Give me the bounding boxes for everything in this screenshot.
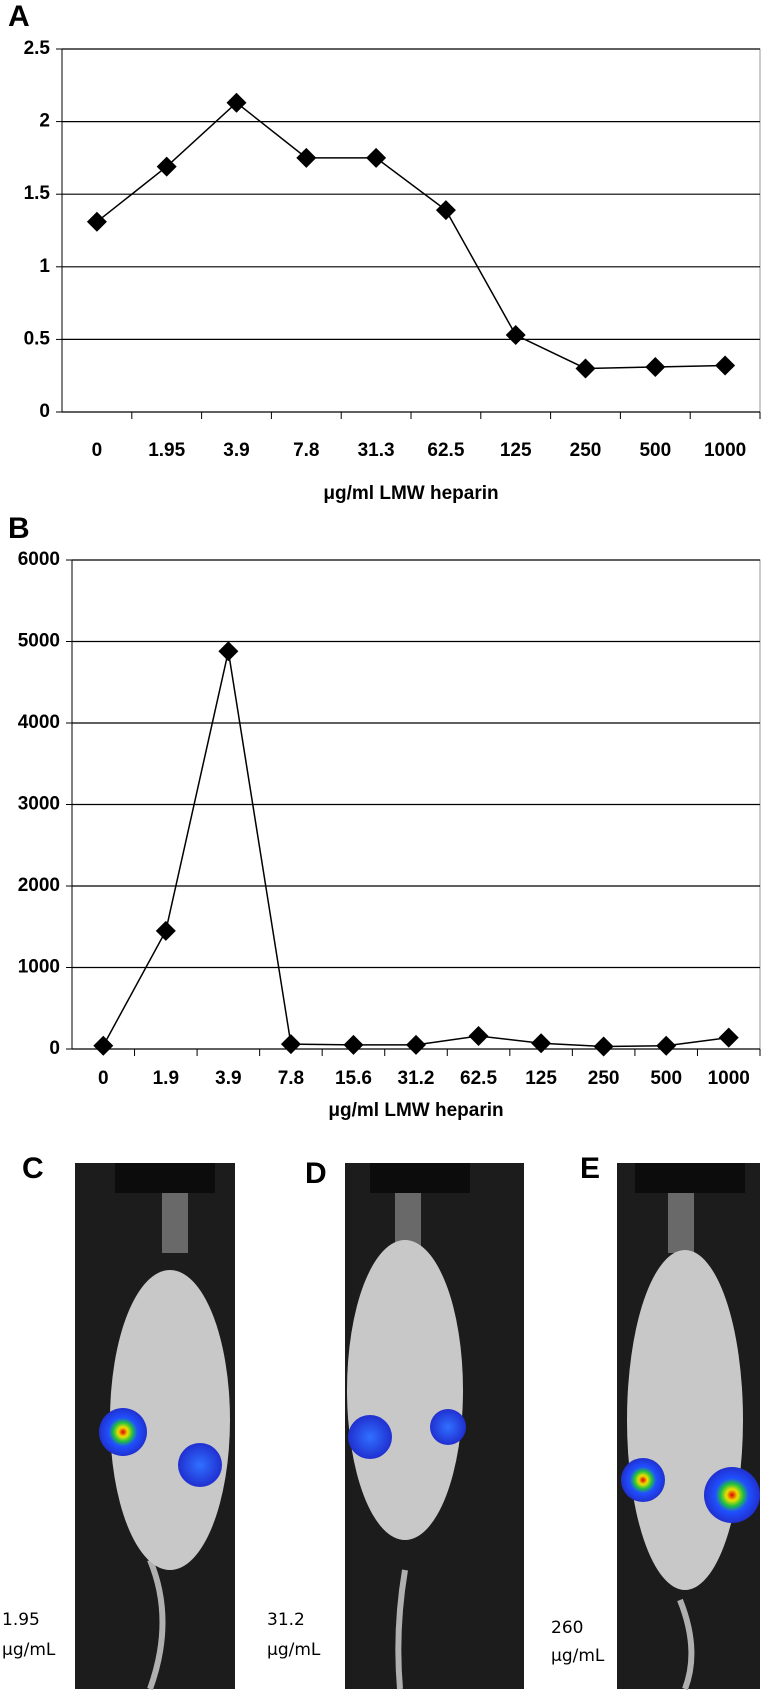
x-tick-label: 500 <box>639 440 671 461</box>
x-tick-label: 125 <box>500 440 532 461</box>
x-tick-label: 62.5 <box>460 1068 497 1089</box>
x-axis-title: μg/ml LMW heparin <box>328 1100 503 1121</box>
data-point <box>86 211 107 232</box>
data-point <box>93 1035 114 1056</box>
data-point <box>718 1027 739 1048</box>
panel-label: A <box>8 0 30 33</box>
y-tick-label: 3000 <box>18 794 60 815</box>
photo-caption: µg/mL <box>267 1640 321 1660</box>
x-tick-label: 1.95 <box>148 440 185 461</box>
y-tick-label: 0 <box>39 401 50 422</box>
photo-caption: 31.2 <box>267 1610 305 1630</box>
data-line <box>96 101 726 370</box>
panel-label: C <box>22 1152 44 1185</box>
x-tick-label: 1000 <box>708 1068 750 1089</box>
x-tick-label: 250 <box>588 1068 620 1089</box>
data-point <box>280 1034 301 1055</box>
data-point <box>645 356 666 377</box>
y-tick-label: 2.5 <box>24 38 51 59</box>
data-point <box>468 1025 489 1046</box>
y-tick-label: 2 <box>39 111 50 132</box>
x-tick-label: 3.9 <box>215 1068 241 1089</box>
data-point <box>531 1033 552 1054</box>
data-point <box>575 358 596 379</box>
data-point <box>226 92 247 113</box>
data-point <box>343 1034 364 1055</box>
data-point <box>156 156 177 177</box>
x-tick-label: 1000 <box>704 440 746 461</box>
data-line <box>102 651 729 1048</box>
panel-label: B <box>8 512 30 545</box>
x-tick-label: 250 <box>570 440 602 461</box>
x-tick-label: 0 <box>98 1068 109 1089</box>
y-tick-label: 0.5 <box>24 328 51 349</box>
photo-e <box>617 1163 760 1691</box>
panel-label: D <box>305 1157 327 1190</box>
photo-d <box>345 1163 524 1690</box>
x-tick-label: 7.8 <box>278 1068 304 1089</box>
photo-caption: 260 <box>551 1618 583 1638</box>
y-tick-label: 6000 <box>18 549 60 570</box>
photo-caption: µg/mL <box>551 1646 605 1666</box>
photo-c <box>75 1163 235 1691</box>
x-tick-label: 62.5 <box>427 440 464 461</box>
photo-caption: µg/mL <box>2 1640 56 1660</box>
y-tick-label: 1 <box>39 256 50 277</box>
data-point <box>296 147 317 168</box>
x-tick-label: 500 <box>650 1068 682 1089</box>
x-tick-label: 1.9 <box>153 1068 179 1089</box>
y-tick-label: 4000 <box>18 712 60 733</box>
data-point <box>656 1035 677 1056</box>
data-point <box>715 355 736 376</box>
x-tick-label: 3.9 <box>223 440 249 461</box>
data-point <box>593 1036 614 1057</box>
data-point <box>218 641 239 662</box>
y-tick-label: 1000 <box>18 957 60 978</box>
data-point <box>155 920 176 941</box>
x-tick-label: 125 <box>525 1068 557 1089</box>
data-point <box>435 200 456 221</box>
y-tick-label: 2000 <box>18 875 60 896</box>
x-tick-label: 31.3 <box>358 440 395 461</box>
x-tick-label: 15.6 <box>335 1068 372 1089</box>
data-point <box>505 325 526 346</box>
data-point <box>406 1034 426 1055</box>
photo-caption: 1.95 <box>2 1610 40 1630</box>
y-tick-label: 0 <box>49 1038 60 1059</box>
data-point <box>366 147 387 168</box>
panel-label: E <box>580 1152 600 1185</box>
x-tick-label: 7.8 <box>293 440 319 461</box>
x-tick-label: 31.2 <box>398 1068 435 1089</box>
y-tick-label: 1.5 <box>24 183 51 204</box>
y-tick-label: 5000 <box>18 631 60 652</box>
x-tick-label: 0 <box>92 440 103 461</box>
x-axis-title: μg/ml LMW heparin <box>323 483 498 504</box>
